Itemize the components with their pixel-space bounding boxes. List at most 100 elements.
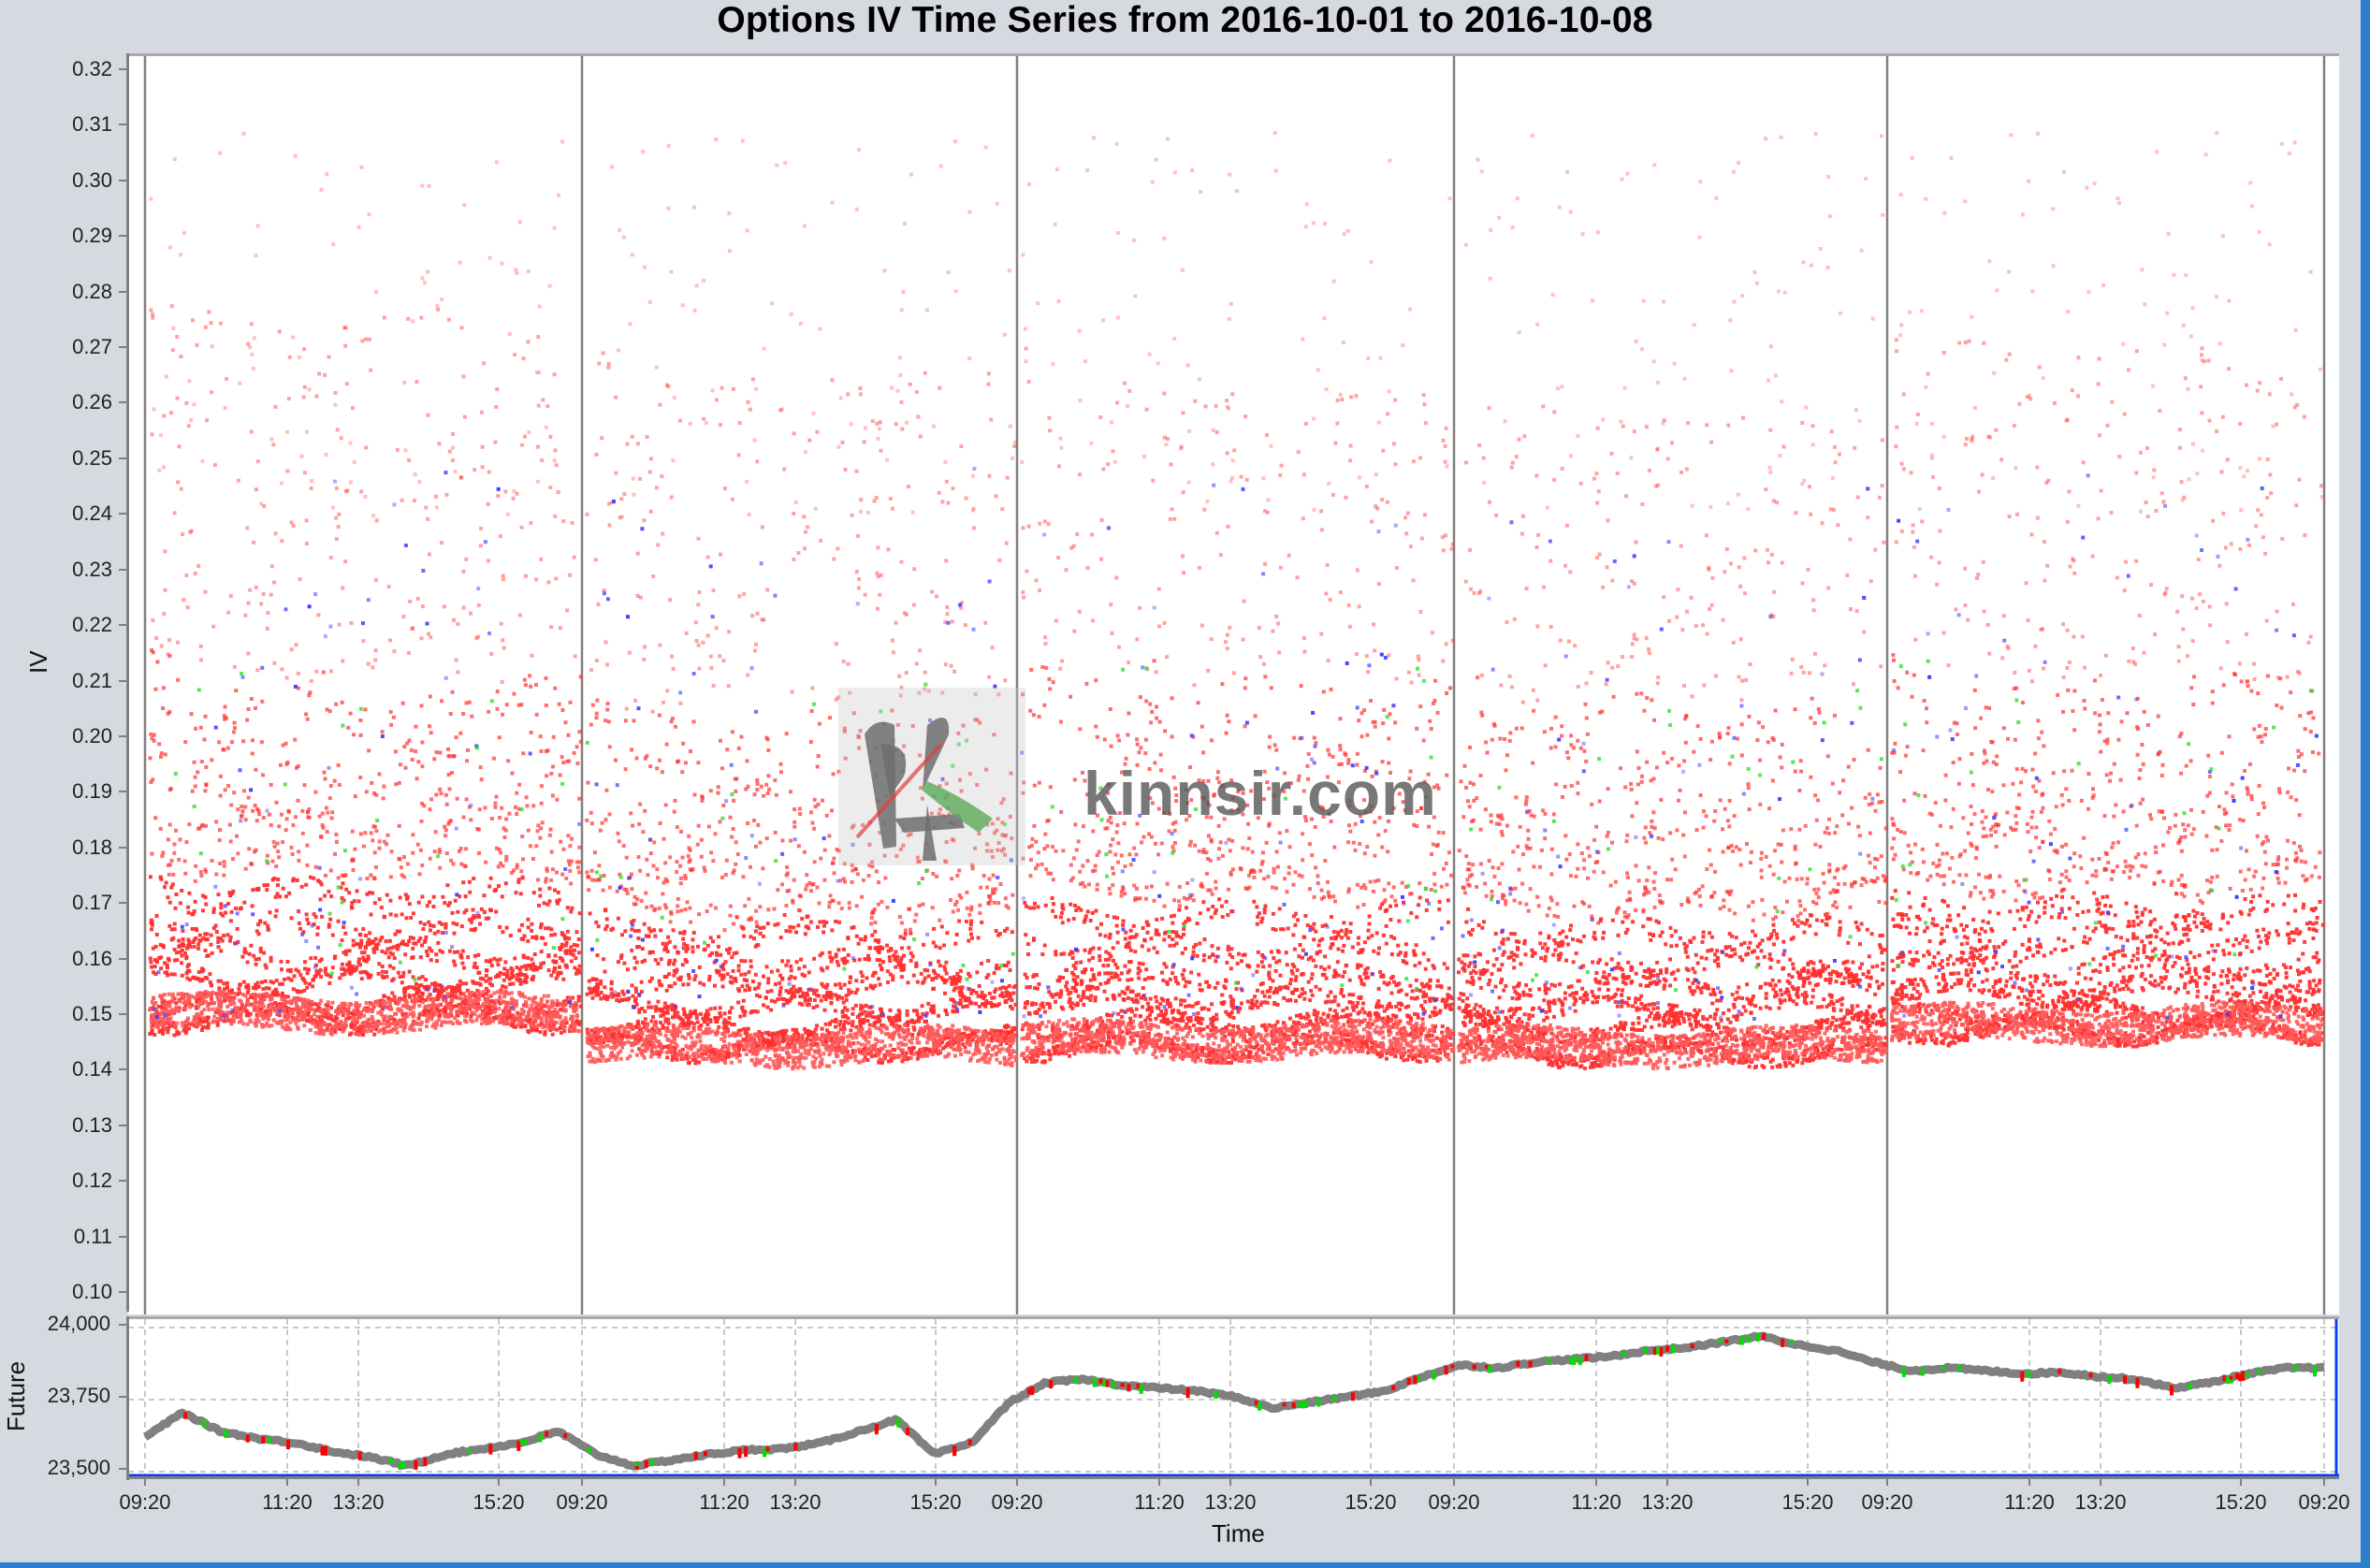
x-tick-label: 09:20 [2298,1490,2350,1514]
iv-y-axis-line [126,53,129,1312]
x-tick-mark [794,1478,796,1486]
iv-y-tick-mark [119,457,126,459]
iv-y-tick-mark [119,68,126,70]
x-tick-mark [2240,1478,2242,1486]
iv-y-tick-mark [119,346,126,349]
iv-y-tick-label: 0.20 [72,723,112,748]
iv-scatter-plot [128,53,2339,1314]
future-y-axis-line [126,1316,129,1480]
x-axis-line [128,1476,2339,1479]
x-tick-mark [1886,1478,1888,1486]
x-tick-mark [2323,1478,2325,1486]
iv-y-tick-label: 0.23 [72,557,112,581]
iv-y-tick-label: 0.18 [72,835,112,859]
iv-y-tick-mark [119,568,126,571]
iv-y-tick-mark [119,513,126,515]
x-tick-label: 11:20 [1134,1490,1185,1514]
x-tick-mark [581,1478,583,1486]
chart-title: Options IV Time Series from 2016-10-01 t… [717,0,1653,40]
future-y-tick-mark [119,1396,126,1398]
x-tick-label: 09:20 [991,1490,1043,1514]
x-tick-mark [1370,1478,1372,1486]
x-tick-label: 13:20 [1204,1490,1257,1514]
iv-y-tick-mark [119,1012,126,1015]
iv-y-tick-mark [119,290,126,293]
x-tick-mark [723,1478,725,1486]
iv-y-tick-mark [119,123,126,126]
iv-y-tick-label: 0.11 [73,1224,112,1248]
iv-y-tick-mark [119,1180,126,1183]
x-axis-label: Time [1212,1519,1265,1547]
x-tick-label: 09:20 [1428,1490,1480,1514]
future-y-tick-mark [119,1468,126,1470]
iv-y-tick-mark [119,235,126,238]
iv-y-tick-mark [119,846,126,849]
iv-y-tick-mark [119,1124,126,1126]
iv-y-tick-mark [119,401,126,404]
future-y-tick-mark [119,1324,126,1326]
x-tick-label: 15:20 [2215,1490,2267,1514]
iv-y-tick-label: 0.19 [72,779,112,804]
x-tick-mark [935,1478,937,1486]
window-bottom-border [0,1562,2370,1568]
iv-y-tick-label: 0.21 [72,668,112,692]
x-tick-label: 09:20 [119,1490,171,1514]
iv-y-tick-label: 0.25 [72,445,112,470]
iv-y-tick-label: 0.10 [72,1280,112,1303]
future-y-tick-label: 23,750 [47,1384,110,1407]
iv-y-tick-label: 0.27 [72,335,112,359]
iv-y-tick-mark [119,1291,126,1293]
iv-y-tick-label: 0.24 [72,501,112,526]
iv-y-tick-label: 0.13 [72,1112,112,1137]
future-y-tick-label: 24,000 [47,1312,110,1335]
future-line-series [128,1319,2339,1479]
x-tick-mark [144,1478,146,1486]
window-right-border [2361,0,2370,1568]
iv-y-tick-mark [119,1068,126,1071]
x-tick-label: 13:20 [1641,1490,1694,1514]
iv-y-tick-label: 0.17 [72,891,112,915]
x-tick-label: 13:20 [2074,1490,2127,1514]
iv-y-tick-mark [119,679,126,682]
iv-y-axis-label: IV [24,650,52,674]
x-tick-label: 09:20 [1861,1490,1913,1514]
iv-y-tick-mark [119,1235,126,1238]
iv-y-tick-mark [119,624,126,627]
x-tick-mark [2028,1478,2030,1486]
x-tick-mark [1016,1478,1018,1486]
watermark-logo-icon [838,688,1025,865]
x-tick-mark [498,1478,500,1486]
x-tick-mark [1666,1478,1668,1486]
iv-y-tick-mark [119,734,126,737]
iv-y-tick-mark [119,902,126,905]
x-tick-mark [1595,1478,1597,1486]
x-tick-mark [1453,1478,1455,1486]
future-line-plot [128,1316,2339,1479]
x-tick-label: 11:20 [1571,1490,1621,1514]
iv-y-tick-label: 0.26 [72,390,112,414]
future-y-axis-label: Future [2,1360,30,1431]
x-tick-label: 15:20 [1345,1490,1397,1514]
x-tick-label: 11:20 [2004,1490,2055,1514]
iv-y-tick-label: 0.16 [72,946,112,970]
iv-y-tick-label: 0.12 [72,1169,112,1193]
x-tick-mark [1229,1478,1231,1486]
future-y-tick-label: 23,500 [47,1456,110,1479]
x-tick-label: 09:20 [556,1490,608,1514]
iv-scatter-points [143,56,2326,1314]
x-tick-label: 13:20 [769,1490,822,1514]
x-tick-label: 15:20 [909,1490,962,1514]
iv-y-tick-mark [119,957,126,960]
iv-y-tick-label: 0.29 [72,224,112,248]
iv-y-tick-label: 0.28 [72,279,112,303]
iv-y-tick-label: 0.32 [72,57,112,80]
x-tick-label: 11:20 [699,1490,749,1514]
iv-y-tick-label: 0.22 [72,613,112,637]
x-tick-mark [1807,1478,1809,1486]
iv-y-tick-mark [119,179,126,181]
x-tick-mark [2100,1478,2101,1486]
iv-y-tick-label: 0.14 [72,1057,112,1082]
x-tick-label: 11:20 [262,1490,313,1514]
iv-y-tick-label: 0.31 [72,112,112,137]
iv-y-tick-label: 0.30 [72,167,112,192]
